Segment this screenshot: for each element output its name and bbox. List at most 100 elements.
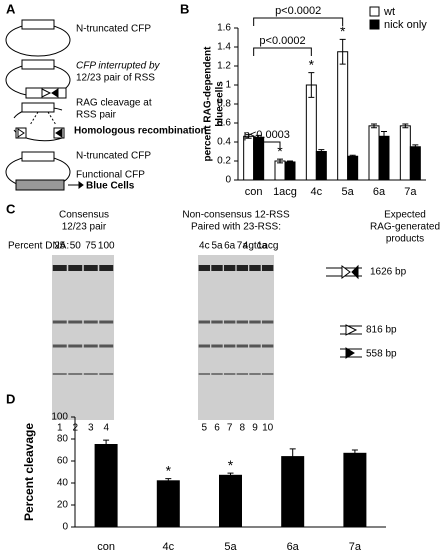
significance-marker: *	[277, 143, 283, 159]
bar	[399, 125, 411, 181]
x-tick-label: 7a	[404, 186, 417, 198]
significance-marker: *	[340, 23, 346, 39]
x-tick-label: 6a	[287, 541, 300, 553]
size-label: 1626 bp	[370, 267, 407, 278]
products-title: RAG-generated	[370, 222, 440, 233]
step-label: Functional CFP	[76, 170, 145, 181]
gel-band	[68, 320, 83, 324]
x-tick-label: con	[97, 541, 115, 553]
step-label: Blue Cells	[86, 181, 135, 192]
bar	[409, 146, 421, 181]
gel-band	[236, 265, 249, 271]
bar	[94, 444, 118, 528]
gel-band	[211, 344, 223, 348]
y-tick-label: 0	[225, 175, 231, 186]
step-label: RSS pair	[76, 110, 117, 121]
gel-band	[68, 373, 83, 375]
bar	[337, 51, 349, 181]
y-tick-label: 1	[225, 80, 231, 91]
gel-title: Non-consensus 12-RSS	[182, 210, 290, 221]
gel-band	[261, 344, 274, 348]
lane-number: 6	[214, 423, 220, 434]
step-label: 12/23 pair of RSS	[76, 73, 155, 84]
plasmid-diagram	[5, 19, 84, 191]
gel-band	[52, 344, 67, 348]
error-bar	[381, 131, 387, 142]
gel-band	[52, 265, 67, 271]
gel-band	[83, 344, 98, 348]
y-axis-label: percent RAG-dependent	[203, 46, 214, 162]
gel-band	[211, 265, 223, 271]
step-label: CFP interrupted by	[76, 61, 161, 72]
panel-label: D	[6, 391, 15, 406]
bracket-label: p<0.0003	[244, 129, 290, 141]
gel-band	[261, 320, 274, 324]
gel-band	[249, 344, 261, 348]
gel-band	[236, 373, 249, 375]
gel-band	[211, 320, 223, 324]
x-tick-label: 6a	[373, 186, 386, 198]
gel-band	[99, 373, 114, 375]
gel-band	[211, 373, 223, 375]
x-tick-label: 7a	[349, 541, 362, 553]
y-axis-label: Percent cleavage	[22, 423, 36, 521]
x-tick-label: 5a	[224, 541, 237, 553]
panel-label: B	[180, 1, 189, 16]
size-label: 816 bp	[366, 325, 397, 336]
bracket-label: p<0.0002	[259, 35, 305, 47]
gel-title: Consensus	[59, 210, 109, 221]
step-label: RAG cleavage at	[76, 98, 152, 109]
lane-label: 1acg	[257, 241, 279, 252]
y-tick-label: 20	[57, 500, 69, 511]
error-bar	[165, 478, 172, 484]
lane-number: 7	[227, 423, 233, 434]
gel-band	[198, 265, 211, 271]
x-tick-label: 1acg	[273, 186, 297, 198]
size-label: 558 bp	[366, 349, 397, 360]
lane-number: 9	[252, 423, 258, 434]
y-tick-label: 0.4	[217, 137, 231, 148]
gel-band	[52, 320, 67, 324]
lane-label: 50	[70, 241, 82, 252]
bar	[343, 452, 367, 528]
gel	[52, 255, 114, 420]
error-bar	[245, 133, 252, 139]
gel-band	[198, 373, 211, 375]
gel-band	[198, 344, 211, 348]
bar	[305, 84, 317, 181]
significance-marker: *	[309, 56, 315, 72]
bracket	[253, 47, 312, 56]
error-bar	[287, 160, 293, 164]
lane-number: 10	[262, 423, 274, 434]
x-tick-label: 4c	[162, 541, 174, 553]
bar	[368, 125, 380, 181]
bracket	[253, 141, 281, 150]
error-bar	[371, 123, 377, 129]
lane-number: 1	[57, 423, 63, 434]
y-tick-label: 80	[57, 434, 69, 445]
step-label: N-truncated CFP	[76, 24, 151, 35]
x-tick-label: 5a	[342, 186, 355, 198]
bar	[315, 151, 327, 181]
x-tick-label: con	[245, 186, 263, 198]
error-bar	[412, 144, 419, 150]
lane-label: 100	[98, 241, 115, 252]
lane-label: 4gtca	[243, 241, 268, 252]
y-tick-label: 1.6	[217, 23, 231, 34]
error-bar	[103, 439, 110, 450]
gel-band	[249, 265, 261, 271]
bar	[281, 456, 305, 528]
y-tick-label: 1.4	[217, 42, 231, 53]
gel-band	[83, 320, 98, 324]
gel-band	[223, 373, 236, 375]
bar	[243, 135, 255, 181]
lane-label: 75	[85, 241, 97, 252]
legend-label: wt	[383, 6, 395, 18]
gel-band	[236, 320, 249, 324]
error-bar	[402, 123, 409, 129]
y-tick-label: 100	[51, 412, 68, 423]
gel-band	[223, 344, 236, 348]
x-tick-label: 4c	[311, 186, 323, 198]
y-axis-label: blue cells	[215, 81, 226, 127]
